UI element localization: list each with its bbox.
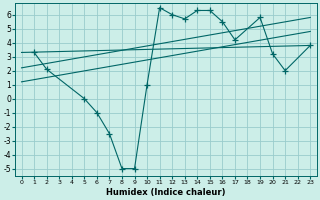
X-axis label: Humidex (Indice chaleur): Humidex (Indice chaleur) bbox=[106, 188, 226, 197]
